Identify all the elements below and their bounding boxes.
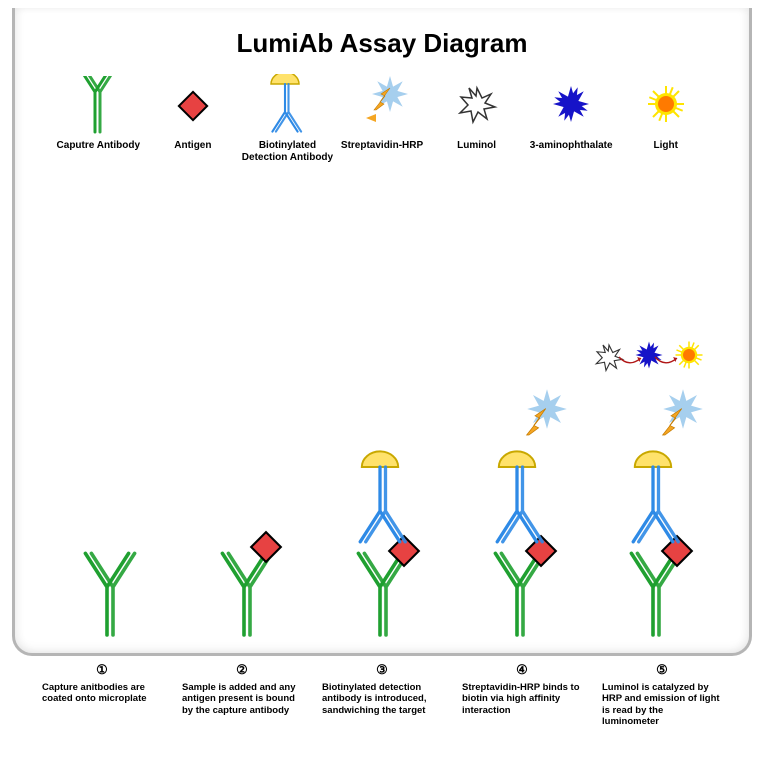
antigen-icon	[168, 76, 218, 134]
caption-4: ④ Streptavidin-HRP binds to biotin via h…	[462, 662, 582, 728]
caption-text: Luminol is catalyzed by HRP and emission…	[602, 682, 722, 728]
light-icon	[641, 76, 691, 134]
caption-num: ②	[182, 662, 302, 678]
caption-1: ① Capture anitbodies are coated onto mic…	[42, 662, 162, 728]
caption-num: ⑤	[602, 662, 722, 678]
legend-streptavidin-hrp: Streptavidin-HRP	[335, 76, 430, 152]
detection-antibody-icon	[260, 74, 314, 136]
legend-label: Luminol	[457, 140, 496, 152]
legend-label: Streptavidin-HRP	[341, 140, 423, 152]
steps-area	[45, 329, 719, 639]
caption-num: ①	[42, 662, 162, 678]
step-4-svg	[455, 379, 583, 639]
caption-text: Sample is added and any antigen present …	[182, 682, 302, 716]
step-4	[455, 379, 583, 639]
caption-text: Biotinylated detection antibody is intro…	[322, 682, 442, 716]
step-1	[45, 539, 173, 639]
legend-label: Antigen	[174, 140, 211, 152]
legend-light: Light	[618, 76, 713, 152]
caption-text: Streptavidin-HRP binds to biotin via hig…	[462, 682, 582, 716]
legend-row: Caputre Antibody Antigen Biotinylated De…	[51, 76, 713, 163]
caption-text: Capture anitbodies are coated onto micro…	[42, 682, 162, 705]
step-5-svg	[591, 339, 719, 639]
step-1-svg	[45, 539, 173, 639]
diagram-title: LumiAb Assay Diagram	[15, 28, 749, 59]
legend-detection-antibody: Biotinylated Detection Antibody	[240, 76, 335, 163]
step-3-svg	[318, 439, 446, 639]
aminophthalate-icon	[546, 76, 596, 134]
streptavidin-hrp-icon	[352, 76, 412, 134]
caption-num: ④	[462, 662, 582, 678]
step-2	[182, 519, 310, 639]
luminol-icon	[452, 76, 502, 134]
legend-label: Caputre Antibody	[57, 140, 141, 152]
captions-row: ① Capture anitbodies are coated onto mic…	[42, 662, 722, 728]
step-5	[591, 339, 719, 639]
legend-antigen: Antigen	[146, 76, 241, 152]
legend-label: 3-aminophthalate	[530, 140, 613, 152]
legend-capture-antibody: Caputre Antibody	[51, 76, 146, 152]
capture-antibody-icon	[73, 76, 123, 134]
legend-luminol: Luminol	[429, 76, 524, 152]
caption-5: ⑤ Luminol is catalyzed by HRP and emissi…	[602, 662, 722, 728]
caption-3: ③ Biotinylated detection antibody is int…	[322, 662, 442, 728]
caption-num: ③	[322, 662, 442, 678]
legend-aminophthalate: 3-aminophthalate	[524, 76, 619, 152]
legend-label: Light	[654, 140, 678, 152]
legend-label: Biotinylated Detection Antibody	[240, 140, 335, 163]
microplate-frame: LumiAb Assay Diagram Caputre Antibody An…	[12, 8, 752, 656]
caption-2: ② Sample is added and any antigen presen…	[182, 662, 302, 728]
step-2-svg	[182, 519, 310, 639]
step-3	[318, 439, 446, 639]
